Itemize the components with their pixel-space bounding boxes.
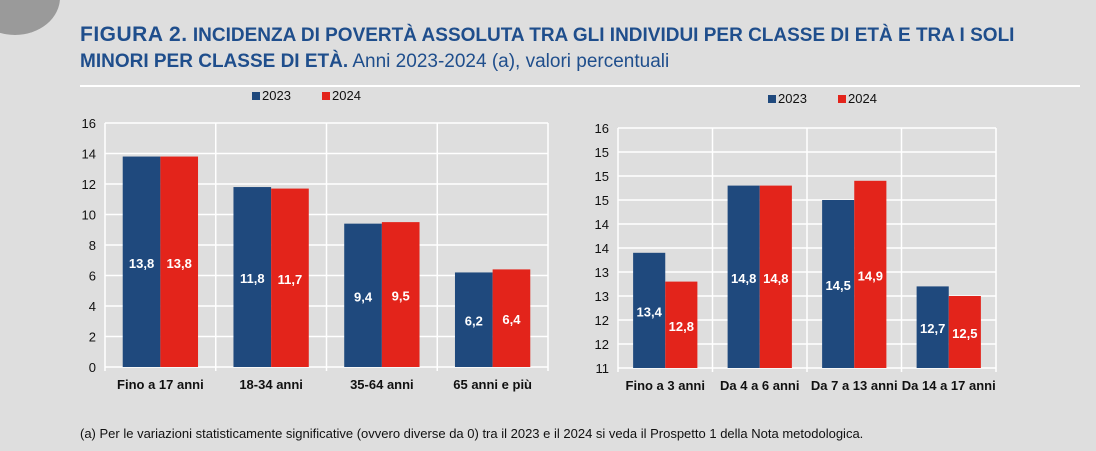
bar-2023	[633, 252, 666, 368]
legend-swatch-2024	[838, 95, 846, 103]
bar-2023	[454, 272, 493, 367]
y-tick-label: 0	[89, 360, 96, 375]
data-label: 14,5	[826, 278, 851, 293]
legend-label-2024: 2024	[332, 88, 361, 103]
y-tick-label: 14	[595, 217, 609, 232]
bar-2023	[916, 286, 949, 368]
data-label: 13,4	[637, 304, 663, 319]
y-tick-label: 12	[595, 337, 609, 352]
data-label: 9,4	[354, 289, 373, 304]
bar-2024	[160, 156, 199, 367]
y-tick-label: 2	[89, 330, 96, 345]
bar-2024	[854, 180, 887, 368]
y-tick-label: 14	[82, 147, 96, 162]
y-tick-label: 16	[82, 116, 96, 131]
data-label: 12,8	[669, 319, 694, 334]
data-label: 13,8	[167, 256, 192, 271]
data-label: 13,8	[129, 256, 154, 271]
y-tick-label: 10	[82, 208, 96, 223]
y-tick-label: 11	[596, 361, 610, 376]
y-tick-label: 8	[89, 238, 96, 253]
y-tick-label: 12	[595, 313, 609, 328]
data-label: 14,9	[858, 268, 883, 283]
x-tick-label: 65 anni e più	[453, 377, 532, 392]
x-tick-label: 18-34 anni	[239, 377, 303, 392]
bar-2023	[727, 185, 760, 368]
bar-2024	[271, 188, 309, 367]
data-label: 14,8	[763, 271, 788, 286]
y-tick-label: 6	[89, 269, 96, 284]
bar-2023	[233, 187, 272, 367]
figure-label: FIGURA 2.	[80, 23, 188, 46]
data-label: 11,8	[240, 271, 265, 286]
y-tick-label: 13	[595, 265, 609, 280]
y-tick-label: 16	[595, 121, 609, 136]
bar-2023	[122, 156, 161, 367]
x-tick-label: 35-64 anni	[350, 377, 414, 392]
x-tick-label: Da 7 a 13 anni	[811, 378, 898, 393]
x-tick-label: Da 4 a 6 anni	[720, 378, 799, 393]
legend-label-2024: 2024	[848, 91, 877, 106]
y-tick-label: 12	[82, 177, 96, 192]
bar-2024	[665, 281, 698, 368]
divider	[80, 85, 1080, 87]
title-text: INCIDENZA DI POVERTÀ ASSOLUTA TRA GLI IN…	[80, 25, 1015, 72]
bar-2023	[344, 223, 382, 367]
figure-title: FIGURA 2. INCIDENZA DI POVERTÀ ASSOLUTA …	[80, 22, 1080, 75]
data-label: 12,5	[952, 326, 977, 341]
legend-label-2023: 2023	[262, 88, 291, 103]
y-tick-label: 15	[595, 145, 609, 160]
data-label: 6,2	[465, 314, 483, 329]
legend-swatch-2024	[322, 92, 330, 100]
legend-swatch-2023	[768, 95, 776, 103]
data-label: 9,5	[392, 289, 410, 304]
y-tick-label: 4	[89, 299, 96, 314]
x-tick-label: Da 14 a 17 anni	[902, 378, 996, 393]
x-tick-label: Fino a 3 anni	[626, 378, 705, 393]
legend-label-2023: 2023	[778, 91, 807, 106]
y-tick-label: 13	[595, 289, 609, 304]
data-label: 12,7	[920, 321, 945, 336]
data-label: 11,7	[278, 272, 303, 287]
bar-2023	[822, 200, 855, 368]
data-label: 6,4	[502, 312, 521, 327]
bar-2024	[948, 296, 981, 368]
data-label: 14,8	[731, 271, 756, 286]
bar-2024	[759, 185, 792, 368]
bar-2024	[492, 269, 531, 367]
footnote: (a) Per le variazioni statisticamente si…	[80, 426, 864, 441]
x-tick-label: Fino a 17 anni	[117, 377, 204, 392]
legend-swatch-2023	[252, 92, 260, 100]
subtitle: Anni 2023-2024 (a), valori percentuali	[352, 51, 670, 72]
bar-2024	[381, 222, 420, 367]
y-tick-label: 15	[595, 193, 609, 208]
y-tick-label: 15	[595, 169, 609, 184]
y-tick-label: 14	[595, 241, 609, 256]
